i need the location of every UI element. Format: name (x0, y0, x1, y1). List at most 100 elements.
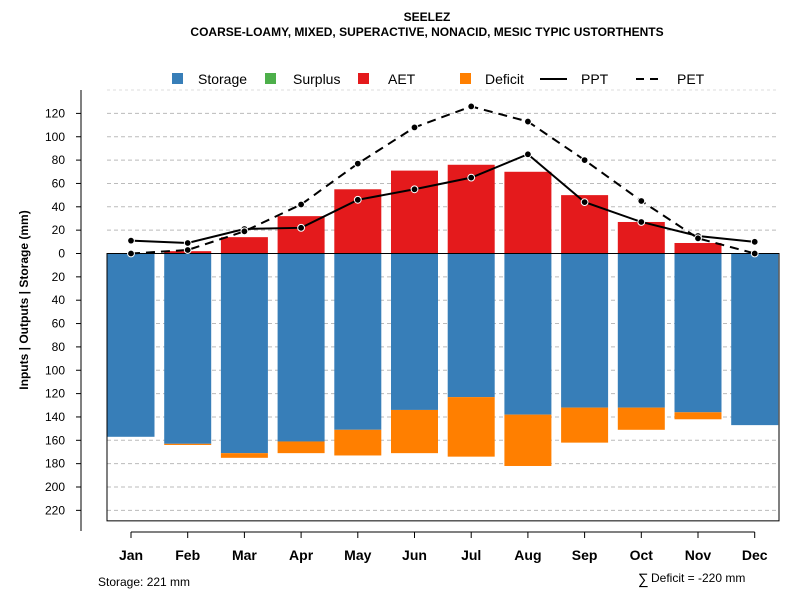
bar-aet-nov (674, 242, 722, 254)
bar-storage-sep (561, 253, 609, 408)
storage-total: Storage: 221 mm (98, 575, 190, 589)
bar-deficit-feb (164, 443, 212, 445)
legend-swatch-surplus (265, 73, 276, 84)
bar-deficit-jul (447, 397, 495, 457)
bar-aet-apr (277, 216, 325, 254)
bar-storage-dec (731, 253, 779, 426)
point-pet-oct (637, 197, 646, 205)
point-ppt-jan (127, 236, 135, 245)
bar-storage-may (334, 253, 382, 430)
bar-storage-aug (504, 253, 552, 415)
point-pet-apr (297, 200, 306, 209)
sum-symbol: ∑ (638, 571, 649, 588)
bar-storage-jun (391, 253, 438, 410)
bar-aet-aug (504, 171, 552, 254)
bar-deficit-nov (674, 412, 722, 420)
point-ppt-oct (637, 218, 646, 226)
point-pet-aug (524, 117, 532, 126)
bar-storage-feb (164, 253, 212, 444)
y-tick-label: 200 (45, 480, 65, 494)
x-tick-label-mar: Mar (232, 547, 257, 563)
x-tick-label-feb: Feb (175, 547, 200, 563)
legend-label-pet: PET (677, 71, 705, 87)
point-ppt-apr (297, 223, 306, 232)
bar-storage-jan (107, 253, 155, 437)
point-pet-may (353, 159, 362, 168)
point-ppt-sep (580, 198, 589, 207)
gridlines (107, 89, 779, 511)
y-tick-label: 220 (45, 503, 65, 517)
y-tick-label: 120 (45, 387, 65, 401)
y-tick-label: 80 (52, 340, 66, 354)
legend-label-storage: Storage (198, 71, 247, 87)
legend: Storage Surplus AET Deficit PPT PET (172, 71, 705, 87)
bar-deficit-aug (504, 414, 552, 466)
bar-deficit-oct (617, 407, 665, 430)
chart-subtitle: COARSE-LOAMY, MIXED, SUPERACTIVE, NONACI… (190, 25, 663, 39)
y-tick-label: 80 (52, 153, 66, 167)
bar-storage-mar (220, 253, 268, 454)
line-pet (130, 105, 755, 255)
point-ppt-jun (410, 185, 419, 194)
y-tick-label: 160 (45, 433, 65, 447)
y-tick-label: 40 (52, 293, 66, 307)
point-pet-jan (127, 249, 135, 258)
point-ppt-may (353, 195, 362, 204)
bar-aet-oct (617, 221, 665, 254)
legend-label-aet: AET (388, 71, 416, 87)
x-tick-label-nov: Nov (685, 547, 712, 563)
y-tick-label: 180 (45, 457, 65, 471)
bar-deficit-mar (220, 453, 268, 458)
y-axis-label: Inputs | Outputs | Storage (mm) (17, 210, 31, 389)
bar-deficit-apr (277, 441, 325, 454)
y-tick-label: 120 (45, 106, 65, 120)
bar-storage-apr (277, 253, 325, 442)
x-tick-label-jan: Jan (119, 547, 143, 563)
legend-swatch-storage (172, 73, 183, 84)
bar-deficit-may (334, 429, 382, 456)
legend-label-ppt: PPT (581, 71, 609, 87)
point-pet-dec (750, 249, 759, 258)
bar-aet-jun (391, 170, 438, 254)
x-tick-label-jul: Jul (461, 547, 481, 563)
y-tick-label: 100 (45, 363, 65, 377)
point-pet-jul (467, 102, 476, 111)
y-tick-label: 140 (45, 410, 65, 424)
line-ppt (130, 153, 755, 244)
point-pet-jun (410, 123, 419, 132)
bar-storage-oct (617, 253, 665, 408)
plot-frame (106, 253, 780, 522)
point-ppt-dec (750, 237, 759, 246)
x-tick-label-may: May (344, 547, 371, 563)
bar-storage-nov (674, 253, 722, 413)
bar-deficit-jun (391, 409, 438, 454)
deficit-total: Deficit = -220 mm (651, 571, 745, 585)
bars (107, 164, 779, 466)
point-ppt-jul (467, 173, 476, 182)
y-tick-label: 60 (52, 317, 66, 331)
bar-aet-mar (220, 237, 268, 254)
point-pet-feb (183, 246, 192, 254)
x-tick-label-aug: Aug (514, 547, 541, 563)
y-tick-label: 100 (45, 130, 65, 144)
bar-deficit-sep (561, 407, 609, 443)
legend-swatch-aet (358, 73, 369, 84)
legend-swatch-deficit (460, 73, 471, 84)
legend-label-deficit: Deficit (485, 71, 524, 87)
series-lines (127, 102, 759, 258)
y-tick-label: 40 (52, 200, 66, 214)
legend-label-surplus: Surplus (293, 71, 340, 87)
y-tick-label: 60 (52, 176, 66, 190)
y-tick-label: 0 (58, 247, 65, 261)
x-tick-label-oct: Oct (630, 547, 654, 563)
y-axis: 1201008060402002040608010012014016018020… (45, 90, 82, 531)
chart-title: SEELEZ (404, 10, 451, 24)
bar-storage-jul (447, 253, 495, 398)
y-tick-label: 20 (52, 223, 66, 237)
x-tick-label-sep: Sep (572, 547, 598, 563)
x-tick-label-dec: Dec (742, 547, 768, 563)
y-tick-label: 20 (52, 270, 66, 284)
point-pet-nov (694, 234, 702, 243)
x-axis: Jan Feb Mar Apr May Jun Jul Aug Sep Oct Nov Dec (119, 531, 768, 563)
